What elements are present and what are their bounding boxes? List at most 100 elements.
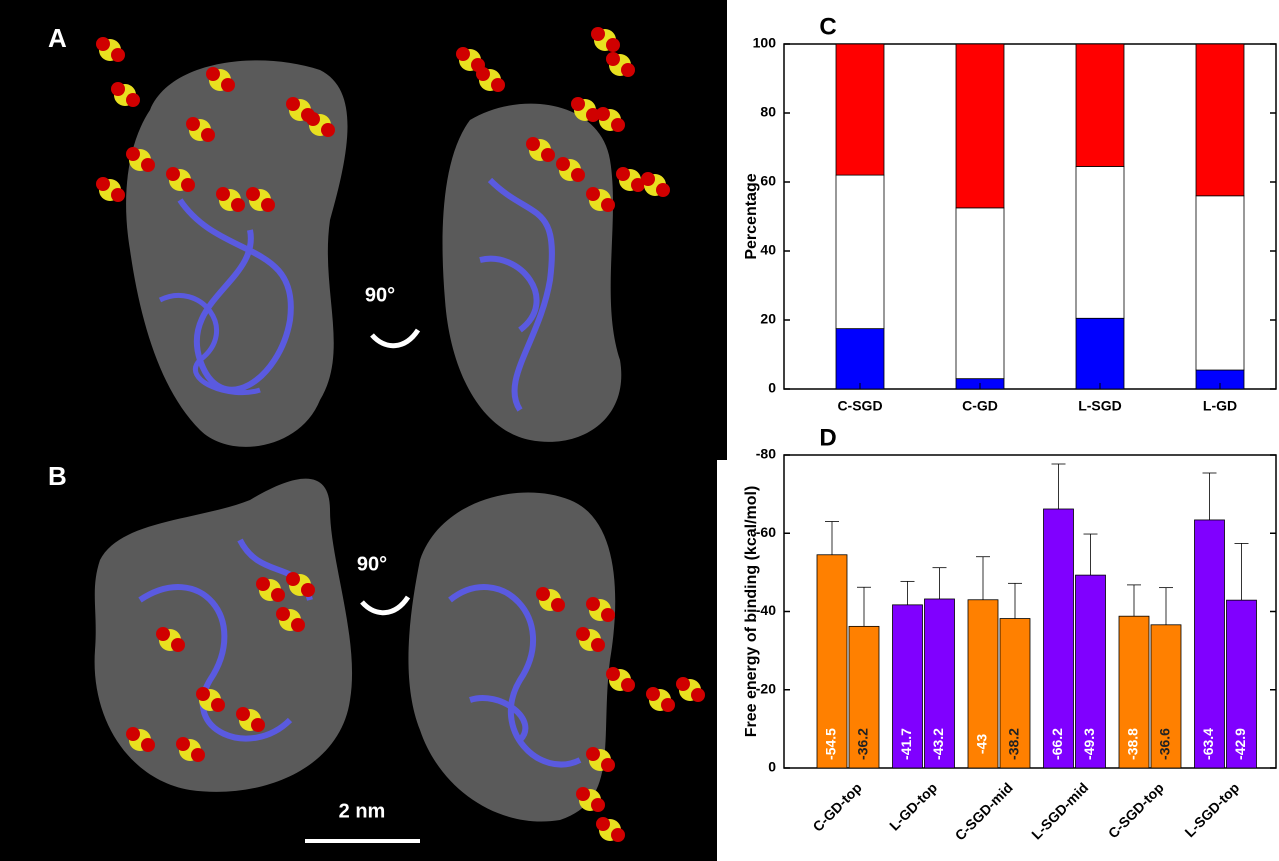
bar-segment <box>956 208 1004 379</box>
value-label: -41.7 <box>898 728 914 760</box>
sphere <box>646 687 660 701</box>
value-label: -66.2 <box>1049 728 1065 760</box>
sphere <box>206 67 220 81</box>
y-tick-label: 100 <box>753 35 777 51</box>
sphere <box>286 97 300 111</box>
sphere <box>536 587 550 601</box>
value-label: -38.8 <box>1125 728 1141 760</box>
bar-segment <box>836 175 884 329</box>
bar-segment <box>1076 44 1124 166</box>
sphere <box>621 63 635 77</box>
rotation-label: 90° <box>357 553 387 575</box>
value-label: -63.4 <box>1200 728 1216 760</box>
sphere <box>306 112 320 126</box>
value-label: -43 <box>974 734 990 754</box>
y-tick-label: 60 <box>760 173 776 189</box>
y-tick-label: 0 <box>768 380 776 396</box>
sphere <box>256 577 270 591</box>
bar-segment <box>1196 44 1244 196</box>
sphere <box>111 82 125 96</box>
x-tick-label: C-SGD <box>837 398 882 414</box>
panel-label: D <box>819 424 836 451</box>
sphere <box>111 48 125 62</box>
sphere <box>196 687 210 701</box>
bar-segment <box>956 44 1004 208</box>
y-tick-label: 20 <box>760 311 776 327</box>
sphere <box>181 178 195 192</box>
scale-bar-label: 2 nm <box>339 800 386 822</box>
x-tick-label: L-SGD-mid <box>1028 779 1091 842</box>
sphere <box>571 168 585 182</box>
sphere <box>576 627 590 641</box>
value-label: -36.2 <box>855 728 871 760</box>
sphere <box>176 737 190 751</box>
bar-segment <box>836 329 884 389</box>
sphere <box>141 158 155 172</box>
panel-label: A <box>48 23 67 53</box>
panel-label: C <box>819 13 836 40</box>
sphere <box>286 572 300 586</box>
sphere <box>601 198 615 212</box>
x-tick-label: L-SGD-top <box>1181 779 1242 840</box>
sphere <box>491 78 505 92</box>
sphere <box>526 137 540 151</box>
sphere <box>156 627 170 641</box>
sphere <box>231 198 245 212</box>
bar-segment <box>1076 166 1124 318</box>
panel-label: B <box>48 461 67 491</box>
y-tick-label: -80 <box>756 446 776 462</box>
x-tick-label: C-SGD-top <box>1105 779 1167 841</box>
bar-segment <box>1196 196 1244 370</box>
sphere <box>551 598 565 612</box>
sphere <box>586 108 600 122</box>
sphere <box>606 38 620 52</box>
y-axis-label: Percentage <box>743 173 760 259</box>
sphere <box>656 183 670 197</box>
sphere <box>616 167 630 181</box>
sphere <box>166 167 180 181</box>
sphere <box>596 817 610 831</box>
x-tick-label: L-GD-top <box>886 779 940 833</box>
rotation-label: 90° <box>365 284 395 306</box>
sphere <box>111 188 125 202</box>
sphere <box>276 607 290 621</box>
sphere <box>251 718 265 732</box>
sphere <box>141 738 155 752</box>
sphere <box>216 187 230 201</box>
x-tick-label: L-GD <box>1203 398 1237 414</box>
sphere <box>221 78 235 92</box>
sphere <box>611 118 625 132</box>
sphere <box>186 117 200 131</box>
sphere <box>606 52 620 66</box>
sphere <box>676 677 690 691</box>
value-label: -43.2 <box>930 728 946 760</box>
sphere <box>576 787 590 801</box>
sphere <box>586 597 600 611</box>
value-label: -49.3 <box>1081 728 1097 760</box>
sphere <box>246 187 260 201</box>
y-tick-label: 80 <box>760 104 776 120</box>
sphere <box>601 758 615 772</box>
sphere <box>661 698 675 712</box>
bar-segment <box>836 44 884 175</box>
sphere <box>591 27 605 41</box>
y-axis-label: Free energy of binding (kcal/mol) <box>743 486 760 738</box>
sphere <box>211 698 225 712</box>
sphere <box>126 727 140 741</box>
y-tick-label: 0 <box>768 759 776 775</box>
sphere <box>601 608 615 622</box>
sphere <box>456 47 470 61</box>
sphere <box>126 147 140 161</box>
sphere <box>171 638 185 652</box>
sphere <box>591 798 605 812</box>
sphere <box>96 177 110 191</box>
value-label: -42.9 <box>1232 728 1248 760</box>
sphere <box>641 172 655 186</box>
sphere <box>541 148 555 162</box>
x-tick-label: L-SGD <box>1078 398 1122 414</box>
sphere <box>321 123 335 137</box>
sphere <box>201 128 215 142</box>
sphere <box>271 588 285 602</box>
value-label: -54.5 <box>823 728 839 760</box>
sphere <box>556 157 570 171</box>
